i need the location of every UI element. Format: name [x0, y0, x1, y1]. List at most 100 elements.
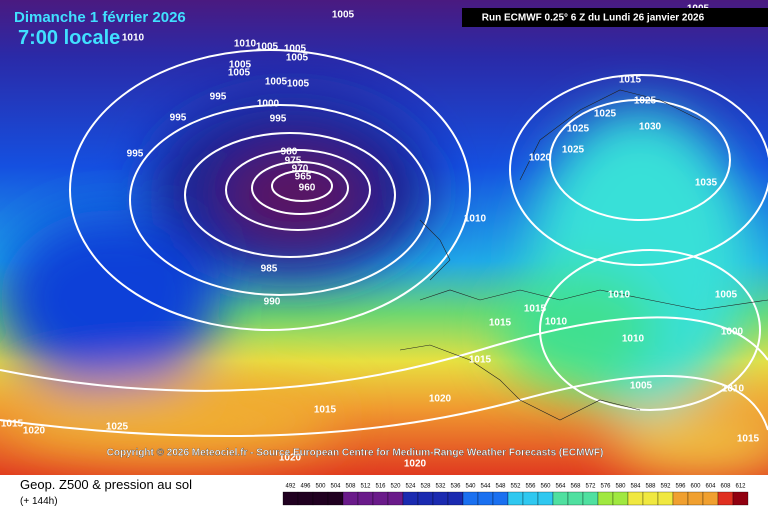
legend-label: 576 [600, 484, 611, 490]
legend-label: 588 [645, 484, 656, 490]
isobar-label: 1035 [695, 178, 718, 189]
isobar-label: 1020 [404, 459, 427, 470]
isobar-label: 1005 [284, 44, 307, 55]
isobar-label: 1005 [256, 42, 279, 53]
legend-swatch [567, 491, 584, 506]
footer-lead: (+ 144h) [20, 496, 58, 507]
legend-swatch [312, 491, 329, 506]
isobar-label: 965 [295, 172, 312, 183]
isobar-label: 1025 [106, 422, 129, 433]
legend-label: 524 [405, 484, 416, 490]
isobar-label: 1025 [634, 96, 657, 107]
isobar-label: 995 [210, 92, 227, 103]
legend-swatch [522, 491, 539, 506]
legend-swatch [282, 491, 299, 506]
legend-swatch [402, 491, 419, 506]
isobar-label: 1020 [23, 426, 46, 437]
legend-swatch [657, 491, 674, 506]
isobar-label: 1000 [257, 99, 280, 110]
legend-label: 544 [480, 484, 491, 490]
legend-swatch [537, 491, 554, 506]
legend-swatch [717, 491, 734, 506]
copyright: Copyright © 2026 Meteociel.fr - Source E… [107, 448, 604, 459]
legend-swatch [387, 491, 404, 506]
color-legend: 492 496 500 504 508 512 516 520 524 528 532 536 540 5… [282, 484, 749, 506]
isobar-label: 1025 [594, 109, 617, 120]
legend-swatch [297, 491, 314, 506]
legend-swatch [552, 491, 569, 506]
isobar-label: 1030 [639, 122, 662, 133]
coastlines [399, 89, 768, 421]
isobar-label: 1005 [287, 79, 310, 90]
isobar-label: 1010 [545, 317, 568, 328]
isobar-label: 1015 [524, 304, 547, 315]
isobar-label: 960 [299, 183, 316, 194]
legend-label: 520 [390, 484, 401, 490]
isobar-label: 995 [170, 113, 187, 124]
legend-label: 584 [630, 484, 641, 490]
isobar-label: 1020 [429, 394, 452, 405]
isobar-label: 1015 [619, 75, 642, 86]
legend-label: 508 [345, 484, 356, 490]
legend-label: 592 [660, 484, 671, 490]
isobar-label: 1015 [314, 405, 337, 416]
run-box [462, 8, 768, 27]
isobar-label: 1005 [265, 77, 288, 88]
legend-swatch [357, 491, 374, 506]
legend-label: 552 [510, 484, 521, 490]
isobar-label: 1005 [228, 68, 251, 79]
isobar-label: 995 [127, 149, 144, 160]
legend-label: 560 [540, 484, 551, 490]
isobar-label: 1010 [122, 33, 145, 44]
isobar-label: 1020 [529, 153, 552, 164]
legend-label: 528 [420, 484, 431, 490]
isobar-label: 1025 [562, 145, 585, 156]
legend-swatch [672, 491, 689, 506]
legend-swatch [687, 491, 704, 506]
legend-label: 604 [705, 484, 716, 490]
legend-label: 600 [690, 484, 701, 490]
time-label: 7:00 locale [18, 27, 120, 49]
isobar-label: 1015 [469, 355, 492, 366]
legend-swatch [732, 491, 749, 506]
legend-label: 556 [525, 484, 536, 490]
legend-label: 492 [285, 484, 296, 490]
legend-swatch [342, 491, 359, 506]
isobar-label: 975 [285, 156, 302, 167]
isobar-label: 985 [261, 264, 278, 275]
run-label: Run ECMWF 0.25° 6 Z du Lundi 26 janvier … [482, 13, 705, 24]
legend-swatch [582, 491, 599, 506]
isobar-label: 1005 [630, 381, 653, 392]
isobar-label: 1005 [332, 10, 355, 21]
legend-swatch [372, 491, 389, 506]
isobar-label: 1010 [608, 290, 631, 301]
isobar-label: 1010 [234, 39, 257, 50]
isobar-label: 990 [264, 297, 281, 308]
date-label: Dimanche 1 février 2026 [14, 9, 186, 26]
isobar-label: 1010 [464, 214, 487, 225]
isobar-label: 970 [292, 164, 309, 175]
isobar-label: 995 [270, 114, 287, 125]
legend-swatch [432, 491, 449, 506]
legend-swatch [702, 491, 719, 506]
isobar-label: 1020 [279, 453, 302, 464]
legend-swatch [417, 491, 434, 506]
legend-label: 496 [300, 484, 311, 490]
legend-label: 532 [435, 484, 446, 490]
legend-swatch [492, 491, 509, 506]
legend-label: 596 [675, 484, 686, 490]
isobar-label: 1005 [286, 53, 309, 64]
legend-swatch [597, 491, 614, 506]
legend-label: 504 [330, 484, 341, 490]
legend-swatch [642, 491, 659, 506]
legend-swatch [462, 491, 479, 506]
legend-swatch [612, 491, 629, 506]
isobar-label: 1010 [722, 384, 745, 395]
legend-swatch [447, 491, 464, 506]
legend-label: 512 [360, 484, 371, 490]
isobar-lines [0, 49, 768, 437]
legend-label: 536 [450, 484, 461, 490]
legend-label: 540 [465, 484, 476, 490]
legend-swatch [507, 491, 524, 506]
